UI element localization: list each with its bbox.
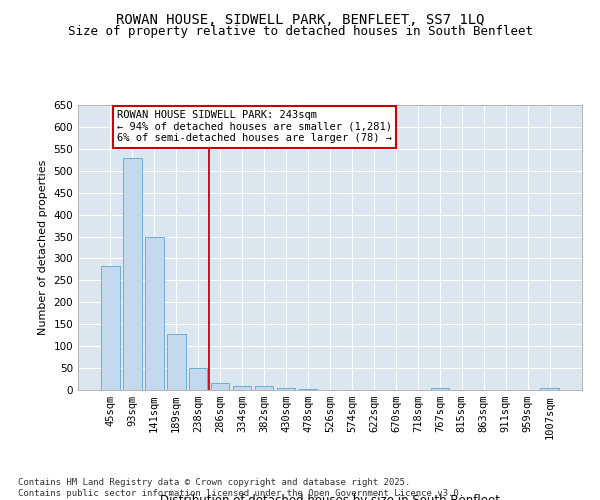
Bar [233, 386, 251, 390]
Bar [101, 266, 119, 390]
Bar [167, 334, 185, 390]
Bar [123, 158, 142, 390]
Bar [277, 388, 295, 390]
Y-axis label: Number of detached properties: Number of detached properties [38, 160, 48, 335]
Text: Size of property relative to detached houses in South Benfleet: Size of property relative to detached ho… [67, 25, 533, 38]
Text: ROWAN HOUSE, SIDWELL PARK, BENFLEET, SS7 1LQ: ROWAN HOUSE, SIDWELL PARK, BENFLEET, SS7… [116, 12, 484, 26]
Bar [211, 383, 229, 390]
Bar [145, 238, 164, 390]
Text: ROWAN HOUSE SIDWELL PARK: 243sqm
← 94% of detached houses are smaller (1,281)
6%: ROWAN HOUSE SIDWELL PARK: 243sqm ← 94% o… [117, 110, 392, 144]
Bar [299, 388, 317, 390]
Bar [255, 386, 274, 390]
X-axis label: Distribution of detached houses by size in South Benfleet: Distribution of detached houses by size … [160, 494, 500, 500]
Bar [189, 368, 208, 390]
Text: Contains HM Land Registry data © Crown copyright and database right 2025.
Contai: Contains HM Land Registry data © Crown c… [18, 478, 464, 498]
Bar [431, 388, 449, 390]
Bar [541, 388, 559, 390]
